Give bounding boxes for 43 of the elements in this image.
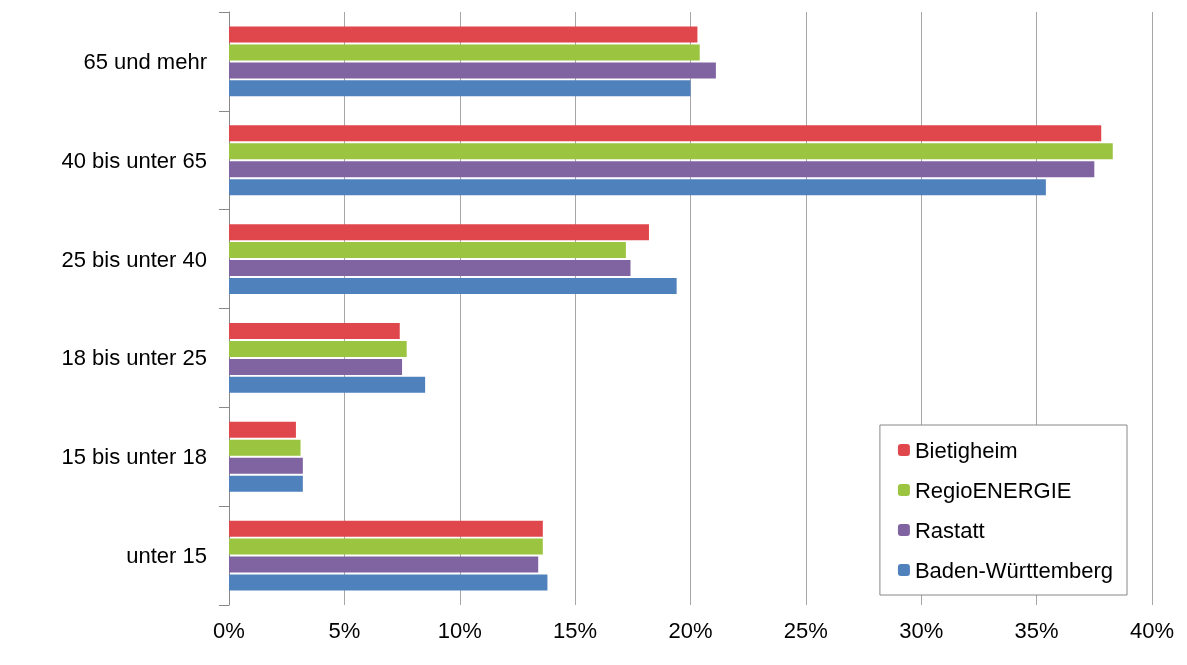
legend-label: Baden-Württemberg: [914, 557, 1114, 583]
bar: [229, 358, 403, 375]
bar: [229, 538, 543, 555]
bar: [229, 224, 649, 241]
y-tick-label: 25 bis unter 40: [61, 246, 207, 272]
legend-label: RegioENERGIE: [914, 477, 1072, 503]
x-tick-label: 5%: [328, 617, 361, 643]
x-tick-label: 0%: [213, 617, 245, 643]
bar: [229, 439, 301, 456]
x-tick-label: 10%: [437, 617, 482, 643]
bar: [229, 520, 543, 537]
bar: [229, 26, 698, 43]
bar: [229, 457, 303, 474]
bar: [229, 574, 548, 591]
legend-label: Rastatt: [914, 517, 985, 543]
x-tick-label: 15%: [553, 617, 598, 643]
bar: [229, 475, 303, 492]
bar: [229, 80, 691, 97]
x-tick-label: 40%: [1129, 617, 1175, 643]
bar: [229, 421, 296, 438]
bar: [229, 376, 426, 393]
bar: [229, 143, 1113, 160]
x-tick-label: 25%: [783, 617, 828, 643]
y-tick-label: 18 bis unter 25: [61, 345, 207, 371]
y-tick-label: unter 15: [126, 543, 207, 569]
bar: [229, 161, 1095, 178]
x-tick-label: 30%: [899, 617, 944, 643]
y-tick-label: 15 bis unter 18: [61, 444, 207, 470]
y-tick-label: 40 bis unter 65: [61, 147, 207, 173]
bar: [229, 179, 1046, 196]
bar: [229, 323, 400, 340]
bar: [229, 277, 677, 294]
x-tick-label: 20%: [668, 617, 713, 643]
bar: [229, 44, 700, 61]
bar: [229, 125, 1102, 142]
bar: [229, 260, 631, 277]
legend-label: Bietigheim: [914, 437, 1018, 463]
bar: [229, 556, 539, 573]
x-tick-label: 35%: [1014, 617, 1059, 643]
bar: [229, 340, 407, 357]
bar: [229, 62, 716, 79]
y-tick-label: 65 und mehr: [83, 48, 207, 74]
bar: [229, 242, 626, 259]
